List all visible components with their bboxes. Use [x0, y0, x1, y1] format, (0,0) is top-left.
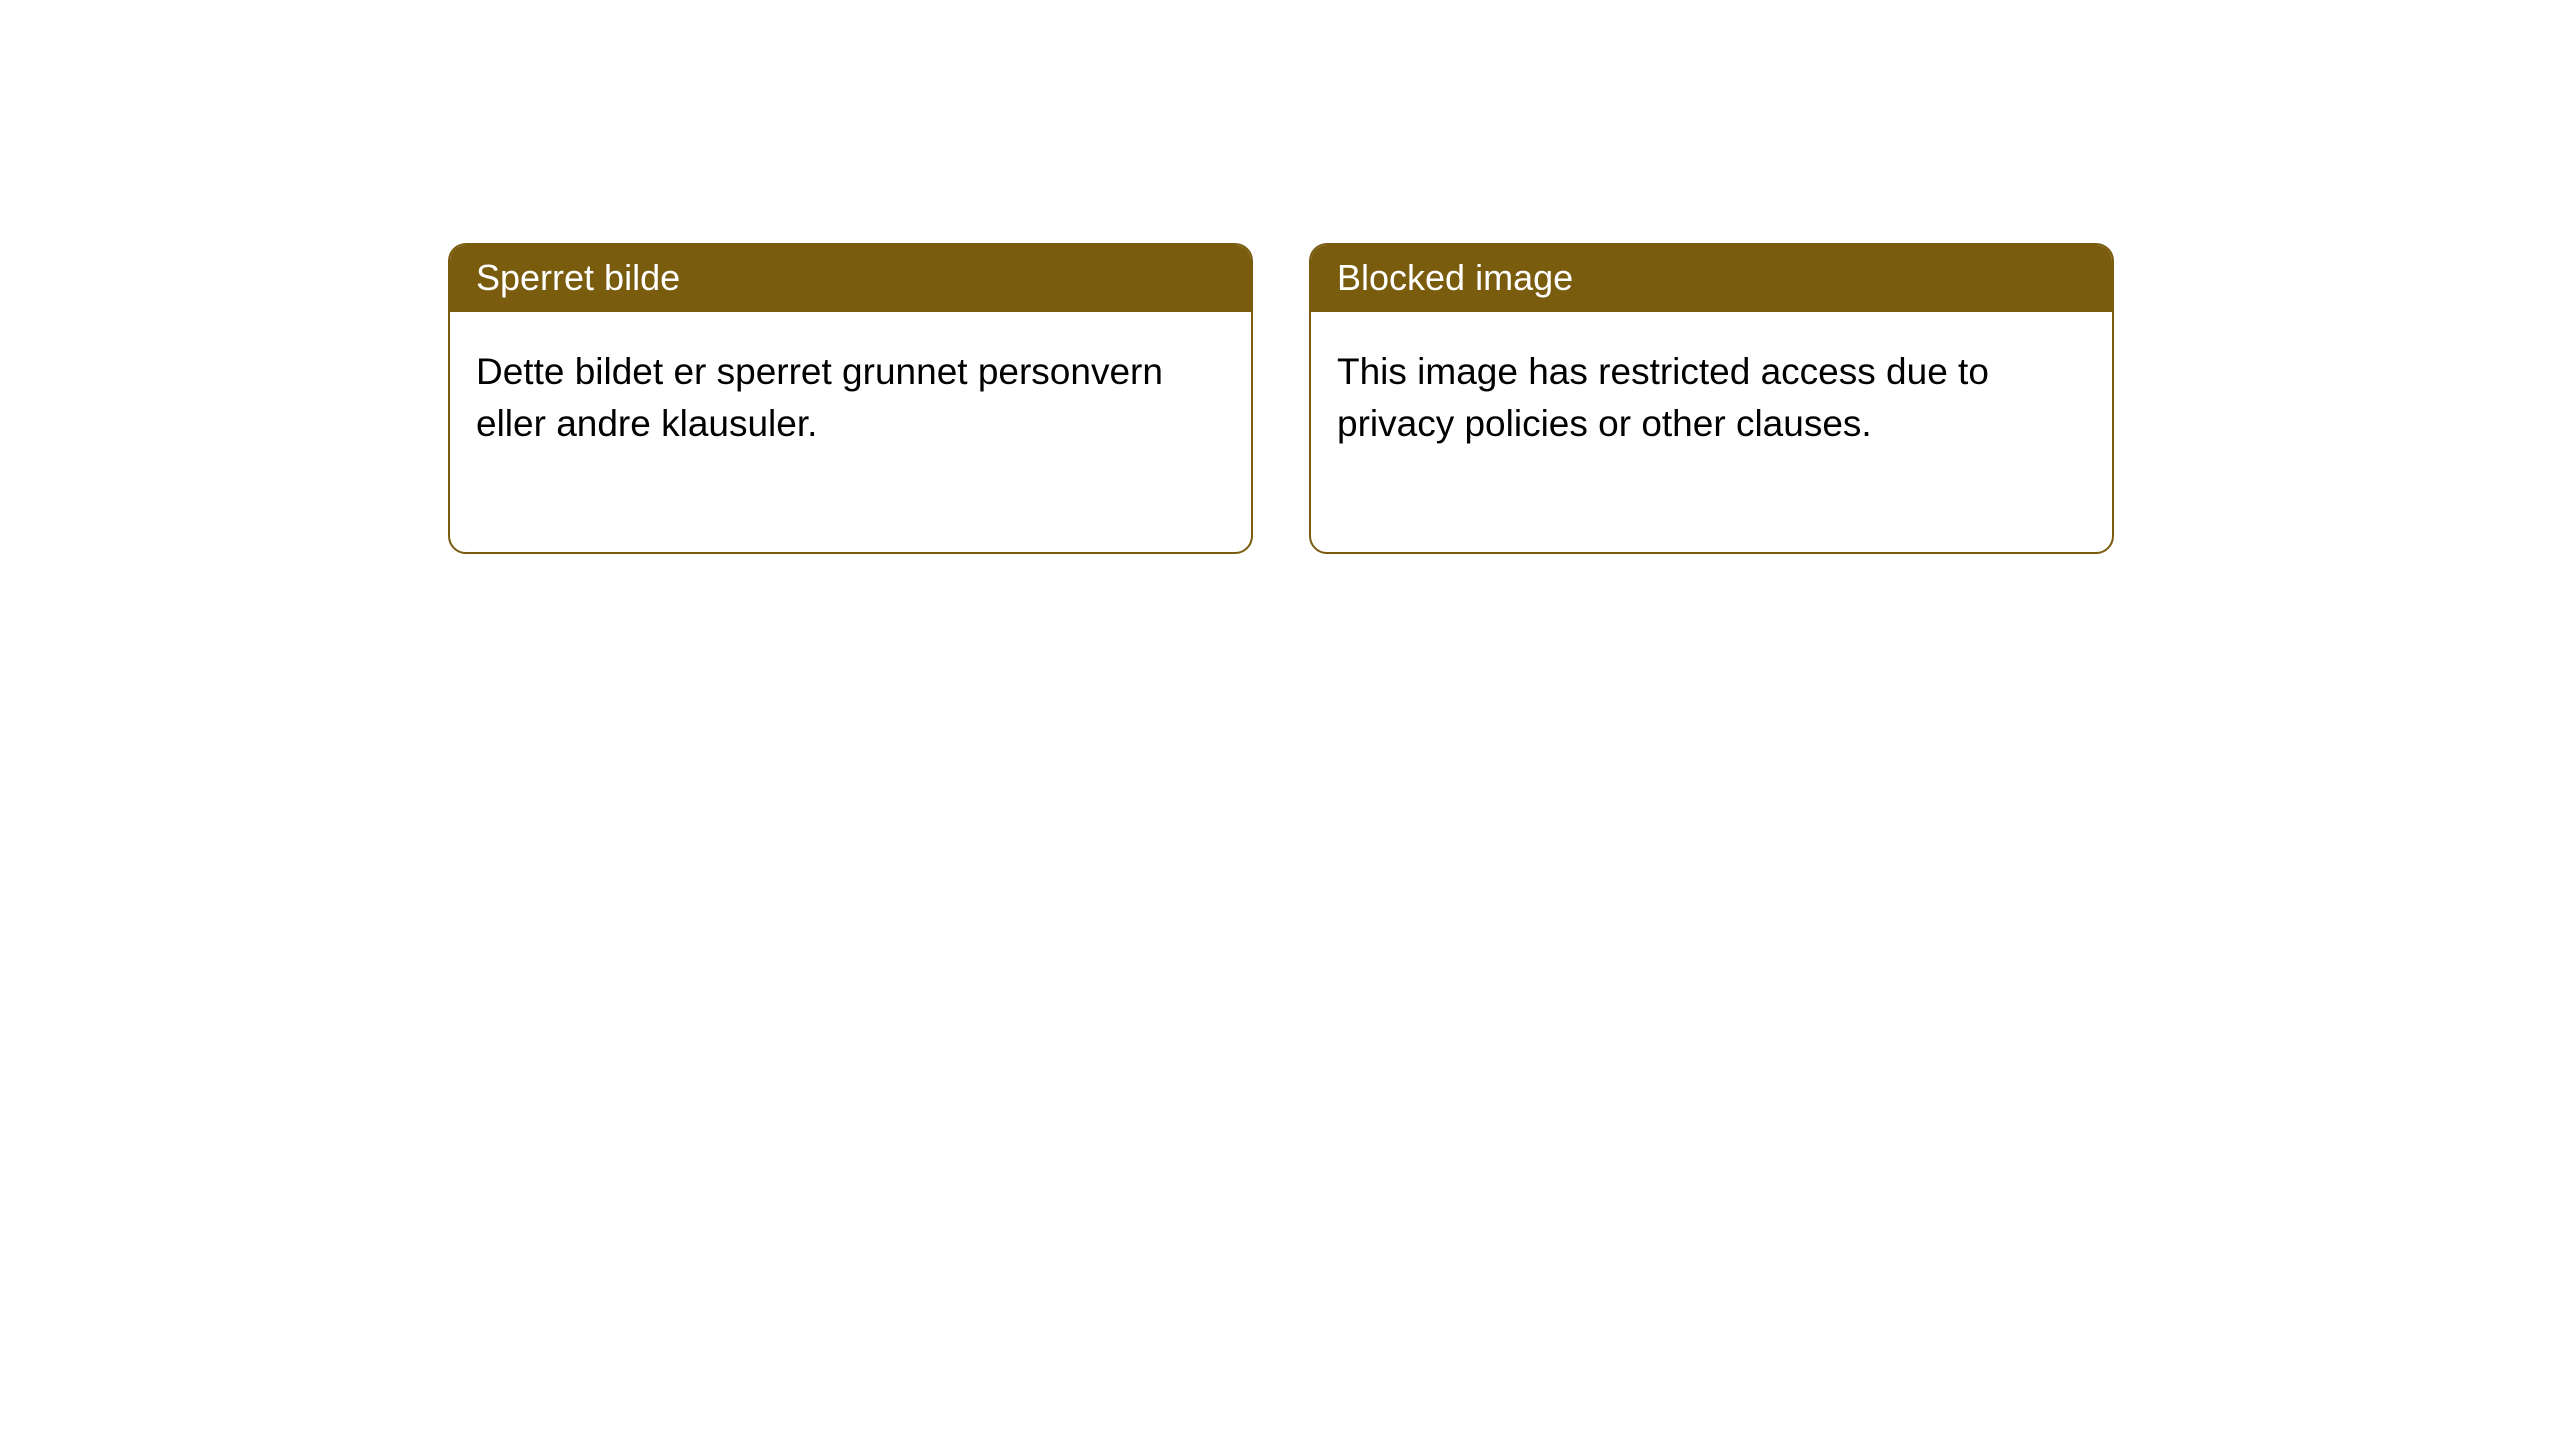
notice-container: Sperret bilde Dette bildet er sperret gr… [0, 0, 2560, 554]
notice-card-english: Blocked image This image has restricted … [1309, 243, 2114, 554]
notice-title-norwegian: Sperret bilde [450, 245, 1251, 312]
notice-body-english: This image has restricted access due to … [1311, 312, 2112, 552]
notice-title-english: Blocked image [1311, 245, 2112, 312]
notice-card-norwegian: Sperret bilde Dette bildet er sperret gr… [448, 243, 1253, 554]
notice-body-norwegian: Dette bildet er sperret grunnet personve… [450, 312, 1251, 552]
